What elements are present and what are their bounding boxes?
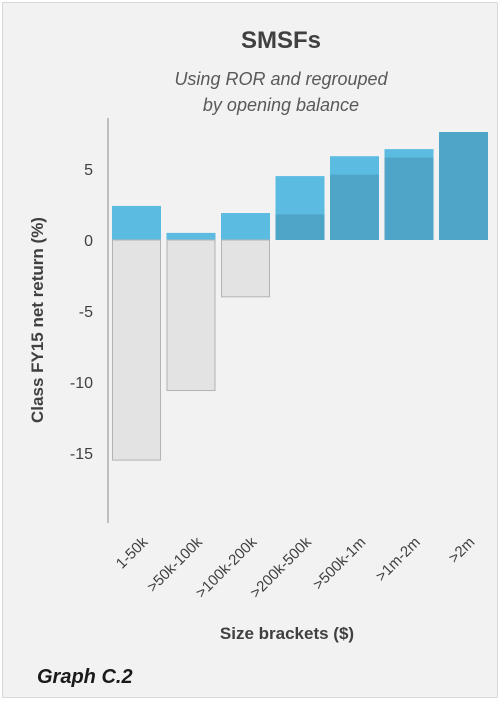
bar-6-series-2 bbox=[384, 157, 434, 240]
x-axis-label: Size brackets ($) bbox=[220, 624, 354, 643]
y-tick-label-5: -15 bbox=[70, 446, 93, 463]
y-tick-label-4: -10 bbox=[70, 375, 93, 392]
bar-3-series-2 bbox=[221, 239, 270, 298]
x-tick-label-1: 1-50k bbox=[113, 533, 152, 572]
chart-subtitle-line-2: by opening balance bbox=[203, 95, 359, 115]
bar-5-series-2 bbox=[330, 174, 379, 240]
x-tick-label-5: >500k-1m bbox=[310, 534, 369, 593]
y-tick-label-2: 0 bbox=[84, 233, 93, 250]
x-tick-label-6: >1m-2m bbox=[373, 534, 424, 585]
bar-3-series-1 bbox=[221, 213, 270, 240]
x-tick-label-7: >2m bbox=[445, 534, 478, 567]
y-tick-label-1: 5 bbox=[84, 162, 93, 179]
bar-2-series-1 bbox=[166, 232, 216, 240]
bar-7-series-2 bbox=[439, 132, 488, 240]
bar-1-series-2 bbox=[112, 239, 161, 461]
bar-2-series-2 bbox=[166, 239, 216, 392]
chart-title: SMSFs bbox=[241, 27, 321, 54]
y-tick-label-3: -5 bbox=[79, 304, 93, 321]
chart-subtitle-line-1: Using ROR and regrouped bbox=[174, 69, 388, 89]
bar-4-series-2 bbox=[275, 214, 325, 240]
plot-area: 1-50k>50k-100k>100k-200k>200k-500k>500k-… bbox=[70, 118, 488, 602]
y-axis-label: Class FY15 net return (%) bbox=[28, 217, 47, 423]
bar-1-series-1 bbox=[112, 205, 161, 240]
bar-chart: SMSFs Using ROR and regrouped by opening… bbox=[28, 27, 488, 688]
graph-caption: Graph C.2 bbox=[37, 666, 133, 688]
chart-panel: SMSFs Using ROR and regrouped by opening… bbox=[2, 2, 498, 698]
